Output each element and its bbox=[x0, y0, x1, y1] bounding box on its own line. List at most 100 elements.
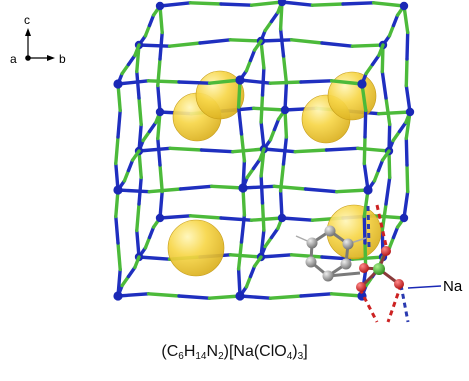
framework-bond bbox=[168, 146, 204, 152]
sodium-node bbox=[405, 107, 415, 117]
sodium-node bbox=[238, 183, 248, 193]
framework-bond bbox=[228, 38, 263, 43]
framework-bond bbox=[120, 274, 131, 288]
framework-bond bbox=[177, 294, 212, 300]
framework-bond bbox=[402, 4, 410, 35]
framework-bond bbox=[137, 96, 143, 127]
framework-bond bbox=[251, 157, 262, 171]
framework-bond bbox=[384, 175, 392, 206]
framework-bond bbox=[241, 184, 276, 190]
framework-bond bbox=[238, 294, 273, 300]
framework-bond bbox=[228, 253, 263, 259]
framework-bond bbox=[133, 43, 141, 58]
axis-b-label: b bbox=[59, 52, 66, 66]
framework-bond bbox=[387, 23, 396, 38]
cation-sphere bbox=[167, 219, 225, 277]
framework-bond bbox=[244, 58, 253, 73]
framework-bond bbox=[405, 163, 410, 194]
framework-bond bbox=[238, 78, 273, 85]
framework-bond bbox=[370, 53, 381, 67]
framework-bond bbox=[231, 147, 266, 154]
framework-bond bbox=[391, 13, 400, 28]
framework-bond bbox=[299, 79, 334, 84]
framework-bond bbox=[122, 168, 131, 183]
framework-bond bbox=[269, 10, 280, 24]
framework-bond bbox=[380, 69, 388, 100]
framework-bond bbox=[156, 83, 162, 114]
framework-bond bbox=[371, 1, 406, 8]
framework-bond bbox=[137, 146, 172, 153]
framework-bond bbox=[244, 274, 253, 289]
framework-bond bbox=[329, 292, 364, 298]
framework-bond bbox=[380, 149, 391, 162]
framework-bond bbox=[252, 255, 263, 268]
framework-bond bbox=[387, 149, 392, 180]
framework-bond bbox=[135, 228, 141, 259]
framework-bond bbox=[143, 235, 152, 250]
sodium-node bbox=[155, 213, 165, 223]
framework-bond bbox=[259, 38, 294, 43]
framework-bond bbox=[126, 265, 137, 279]
sodium-node bbox=[277, 0, 287, 7]
framework-bond bbox=[341, 1, 376, 6]
framework-bond bbox=[263, 235, 274, 249]
framework-bond bbox=[114, 135, 120, 166]
framework-bond bbox=[283, 81, 289, 112]
framework-bond bbox=[167, 41, 202, 48]
framework-bond bbox=[248, 264, 257, 279]
framework-bond bbox=[372, 168, 381, 183]
framework-bond bbox=[207, 78, 242, 85]
framework-bond bbox=[268, 127, 277, 142]
carbon-atom bbox=[324, 225, 336, 237]
framework-bond bbox=[376, 158, 385, 173]
framework-bond bbox=[239, 132, 247, 163]
sodium-node bbox=[155, 1, 165, 11]
framework-bond bbox=[259, 253, 294, 259]
framework-bond bbox=[324, 146, 360, 152]
framework-bond bbox=[188, 214, 223, 220]
framework-bond bbox=[299, 292, 334, 298]
framework-bond bbox=[158, 189, 164, 220]
framework-bond bbox=[293, 148, 329, 154]
framework-bond bbox=[199, 148, 235, 154]
oxygen-atom bbox=[356, 282, 366, 292]
framework-bond bbox=[158, 1, 193, 8]
coordination-contact bbox=[399, 284, 410, 323]
framework-bond bbox=[147, 13, 156, 28]
framework-bond bbox=[362, 135, 367, 166]
framework-bond bbox=[278, 27, 286, 58]
chlorine-atom bbox=[373, 263, 385, 275]
framework-bond bbox=[384, 96, 392, 127]
carbon-atom bbox=[340, 258, 352, 270]
coordination-contact bbox=[358, 288, 379, 323]
framework-bond bbox=[135, 69, 141, 100]
framework-bond bbox=[156, 136, 162, 167]
framework-bond bbox=[310, 2, 345, 7]
framework-bond bbox=[207, 294, 242, 300]
framework-bond bbox=[280, 0, 315, 7]
carbon-atom bbox=[322, 270, 334, 282]
framework-bond bbox=[263, 19, 274, 33]
framework-bond bbox=[219, 216, 254, 222]
carbon-atom bbox=[306, 237, 318, 249]
framework-bond bbox=[178, 184, 214, 191]
sodium-node bbox=[235, 291, 245, 301]
framework-bond bbox=[249, 0, 284, 7]
carbon-atom bbox=[305, 256, 317, 268]
framework-bond bbox=[258, 147, 266, 162]
framework-bond bbox=[146, 292, 181, 298]
oxygen-atom bbox=[394, 279, 404, 289]
framework-bond bbox=[303, 187, 339, 194]
framework-bond bbox=[236, 240, 244, 271]
framework-bond bbox=[356, 146, 391, 153]
framework-bond bbox=[268, 80, 303, 85]
label-leader bbox=[407, 285, 442, 289]
framework-bond bbox=[116, 79, 151, 86]
cation-spheres bbox=[167, 70, 382, 277]
framework-bond bbox=[259, 174, 265, 205]
framework-bond bbox=[158, 214, 193, 220]
sodium-node bbox=[113, 79, 123, 89]
framework-bond bbox=[147, 187, 183, 194]
framework-bond bbox=[289, 253, 324, 259]
